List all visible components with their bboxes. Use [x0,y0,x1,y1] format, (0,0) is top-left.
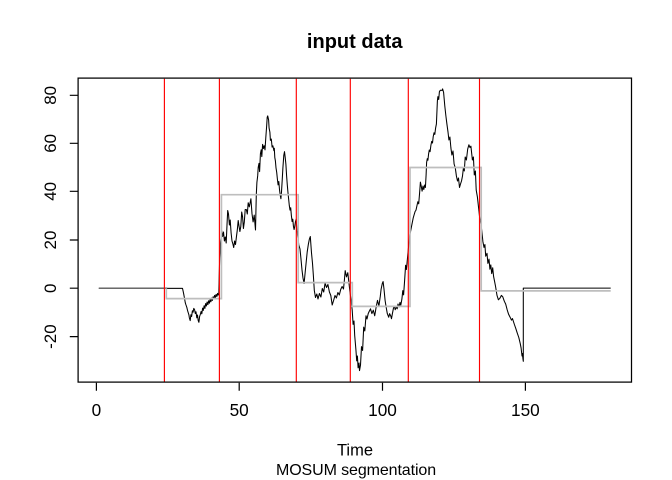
svg-text:0: 0 [41,283,60,292]
svg-text:80: 80 [41,86,60,105]
svg-text:60: 60 [41,134,60,153]
svg-text:MOSUM segmentation: MOSUM segmentation [276,462,436,479]
svg-text:150: 150 [511,400,540,420]
svg-text:20: 20 [41,231,60,250]
svg-text:-20: -20 [41,324,60,349]
svg-text:Time: Time [337,442,373,460]
svg-text:100: 100 [368,400,397,420]
svg-text:input data: input data [307,31,403,53]
svg-text:0: 0 [92,400,102,420]
svg-text:50: 50 [230,400,249,420]
svg-text:40: 40 [41,182,60,201]
